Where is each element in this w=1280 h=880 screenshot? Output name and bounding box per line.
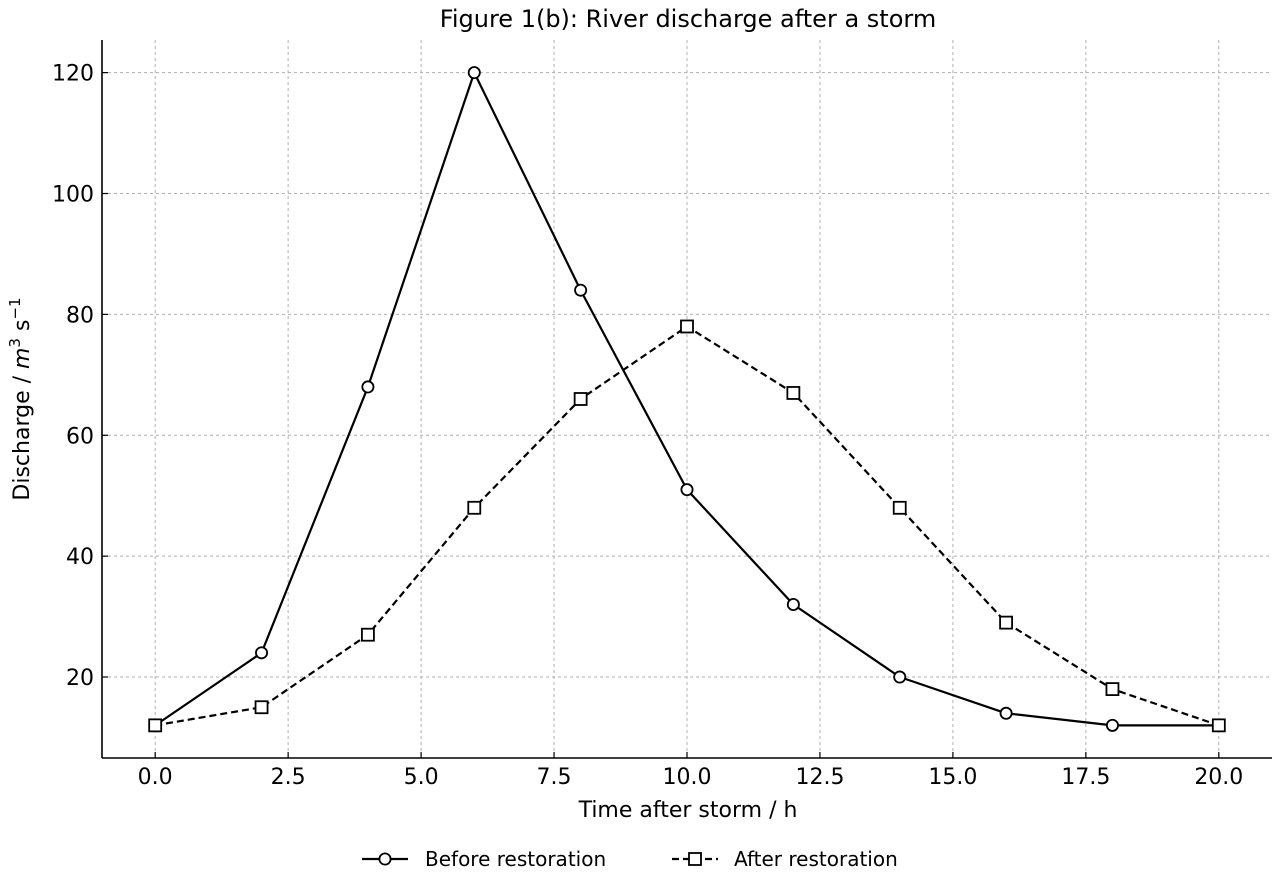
data-point-before-restoration	[680, 483, 694, 497]
y-axis-title-prefix: Discharge /	[10, 369, 35, 501]
x-tick-label: 20.0	[1194, 765, 1243, 790]
data-point-before-restoration	[255, 646, 269, 660]
y-ticks: 20 40 60 80 100 120	[52, 62, 108, 691]
y-tick-label: 40	[66, 545, 94, 570]
y-tick-label: 120	[52, 62, 94, 87]
axes	[101, 40, 1272, 759]
x-axis-title: Time after storm / h	[578, 798, 798, 823]
data-point-after-restoration	[1105, 682, 1120, 697]
data-point-before-restoration	[893, 670, 907, 684]
y-tick-label: 100	[52, 183, 94, 208]
grid	[102, 40, 1272, 758]
data-point-after-restoration	[786, 386, 801, 400]
data-point-before-restoration	[361, 380, 375, 394]
y-tick-label: 80	[66, 303, 94, 328]
data-point-after-restoration	[1211, 718, 1226, 733]
y-axis-title-m: m	[10, 348, 35, 369]
x-ticks: 0.0 2.5 5.0 7.5 10.0 12.5 15.0 17.5 20.0	[138, 752, 1243, 790]
data-point-after-restoration	[999, 615, 1013, 630]
y-tick-label: 20	[66, 666, 94, 691]
data-point-after-restoration	[148, 718, 163, 733]
series-line-before-restoration	[154, 71, 1219, 727]
y-axis-title: Discharge / m3 s−1	[6, 297, 35, 500]
x-tick-label: 0.0	[138, 765, 173, 790]
data-point-before-restoration	[574, 283, 588, 297]
data-point-after-restoration	[361, 627, 375, 642]
x-tick-label: 2.5	[271, 765, 306, 790]
y-tick-label: 60	[66, 424, 94, 449]
data-point-after-restoration	[892, 500, 907, 515]
y-axis-title-s: s	[10, 320, 35, 338]
legend-marker-after	[688, 852, 702, 866]
legend: Before restoration After restoration	[362, 847, 898, 871]
y-axis-title-sup3: 3	[6, 338, 24, 348]
x-tick-label: 17.5	[1061, 765, 1110, 790]
data-point-after-restoration	[467, 500, 482, 515]
series	[148, 66, 1226, 733]
data-point-before-restoration	[999, 706, 1013, 720]
x-tick-label: 12.5	[795, 765, 844, 790]
chart-title: Figure 1(b): River discharge after a sto…	[440, 5, 936, 33]
x-tick-label: 10.0	[663, 765, 712, 790]
y-axis-title-supneg1: −1	[6, 297, 24, 319]
data-point-after-restoration	[680, 319, 694, 334]
data-point-after-restoration	[254, 700, 269, 715]
x-tick-label: 7.5	[537, 765, 572, 790]
x-tick-label: 15.0	[928, 765, 977, 790]
data-point-before-restoration	[786, 597, 800, 611]
legend-marker-before	[378, 852, 392, 866]
x-tick-label: 5.0	[404, 765, 439, 790]
legend-label-before: Before restoration	[425, 847, 606, 871]
data-point-after-restoration	[573, 392, 588, 406]
data-point-before-restoration	[1105, 718, 1119, 732]
data-point-before-restoration	[467, 66, 481, 80]
legend-label-after: After restoration	[734, 847, 898, 871]
